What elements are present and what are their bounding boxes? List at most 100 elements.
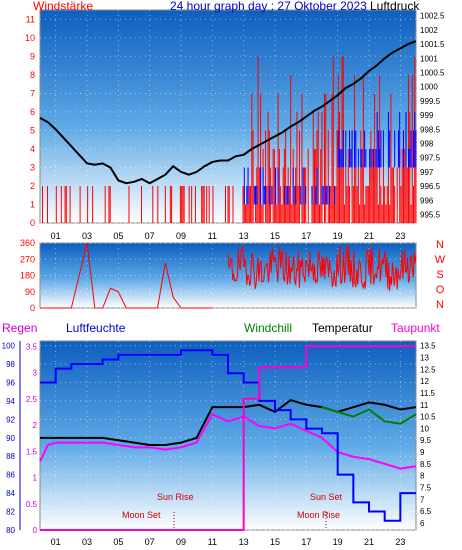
sun-set-label: Sun Set [310,492,343,502]
temp-tick-label: 13.5 [420,342,436,351]
compass-label: S [436,269,443,281]
pressure-series [39,40,417,185]
pressure-grid [40,10,416,224]
temp-tick-label: 8.5 [420,460,432,469]
right-tick-label: 998.5 [420,125,441,134]
series-line [40,349,416,522]
rain-tick-label: 3 [33,369,38,378]
moon-rise-label: Moon Rise [297,510,340,520]
compass-label: N [436,239,444,251]
winddir-tick-label: 90 [25,287,35,297]
x-tick-label: 05 [113,231,123,241]
right-tick-label: 997.5 [420,154,441,163]
axis-ticks: 01234567891011995.5996996.5997997.599899… [2,12,446,547]
rain-tick-label: 2 [33,421,38,430]
compass-label: O [436,284,445,296]
right-tick-label: 1000 [420,83,438,92]
x-tick-label: 15 [270,231,280,241]
left-tick-label: 9 [30,51,35,61]
humidity-tick-label: 92 [6,415,15,424]
rain-tick-label: 2.5 [26,395,38,404]
humidity-tick-label: 84 [6,489,15,498]
temp-tick-label: 9.5 [420,436,432,445]
rain-tick-label: 1 [33,474,38,483]
right-tick-label: 998 [420,139,434,148]
left-tick-label: 0 [30,218,35,228]
temp-tick-label: 13 [420,354,429,363]
x-tick-label: 23 [395,231,405,241]
left-tick-label: 11 [26,14,35,24]
series-line [40,398,417,446]
series-line [39,412,417,470]
temp-tick-label: 7.5 [420,483,432,492]
x-tick-label: 19 [333,231,343,241]
x-tick-label: 11 [208,537,217,547]
right-tick-label: 1001.5 [420,40,445,49]
right-tick-label: 997 [420,168,434,177]
temp-tick-label: 12.5 [420,365,436,374]
x-tick-label: 21 [364,537,374,547]
pressure-label: Luftdruck [370,0,420,13]
wind-strength-label: Windstärke [33,0,93,13]
humidity-tick-label: 94 [6,397,15,406]
left-tick-label: 3 [30,162,35,172]
x-tick-label: 03 [82,231,92,241]
humidity-tick-label: 86 [6,471,15,480]
chart-title: 24 hour graph day : 27 Oktober 2023 [170,0,367,13]
right-tick-label: 995.5 [420,210,441,219]
humidity-tick-label: 96 [6,378,15,387]
right-tick-label: 999 [420,111,434,120]
x-tick-label: 17 [301,537,311,547]
left-tick-label: 8 [30,70,35,80]
right-tick-label: 996.5 [420,182,441,191]
right-tick-label: 1000.5 [420,68,445,77]
left-tick-label: 4 [30,144,35,154]
temp-tick-label: 8 [420,472,425,481]
x-tick-label: 15 [270,537,280,547]
x-tick-label: 21 [364,231,374,241]
temp-tick-label: 9 [420,448,425,457]
x-tick-label: 17 [301,231,311,241]
left-tick-label: 5 [30,125,35,135]
left-tick-label: 6 [30,107,35,117]
windchill-label: Windchill [244,321,292,335]
temp-tick-label: 12 [420,377,429,386]
pressure-line [39,40,417,185]
wind-speed-bars [42,56,417,223]
left-tick-label: 7 [30,88,35,98]
winddir-tick-label: 0 [30,303,35,313]
series-line [321,406,417,425]
temp-tick-label: 10 [420,424,429,433]
x-tick-label: 05 [113,537,123,547]
temp-tick-label: 7 [420,495,425,504]
x-tick-label: 09 [176,537,186,547]
temp-tick-label: 11.5 [420,389,436,398]
humidity-tick-label: 98 [6,360,15,369]
right-tick-label: 1002.5 [420,12,445,21]
x-tick-label: 01 [51,231,61,241]
temp-tick-label: 10.5 [420,413,436,422]
compass-label: N [436,299,444,311]
compass-label: W [435,254,446,266]
winddir-line [227,245,417,292]
right-tick-label: 996 [420,196,434,205]
x-tick-label: 23 [395,537,405,547]
winddir-line [40,242,213,309]
winddir-panel-bg [39,242,417,309]
x-tick-label: 19 [333,537,343,547]
winddir-series [40,242,417,309]
humidity-tick-label: 80 [6,526,15,535]
humidity-tick-label: 88 [6,452,15,461]
x-tick-label: 09 [176,231,186,241]
humidity-tick-label: 82 [6,508,15,517]
dewpoint-label: Taupunkt [391,321,440,335]
temp-tick-label: 11 [420,401,429,410]
humidity-tick-label: 90 [6,434,15,443]
winddir-tick-label: 180 [20,271,35,281]
humidity-label: Luftfeuchte [66,321,126,335]
x-tick-label: 13 [239,537,249,547]
x-tick-label: 01 [51,537,61,547]
rain-tick-label: 1.5 [26,447,38,456]
moon-set-label: Moon Set [122,510,161,520]
x-tick-label: 07 [145,231,155,241]
